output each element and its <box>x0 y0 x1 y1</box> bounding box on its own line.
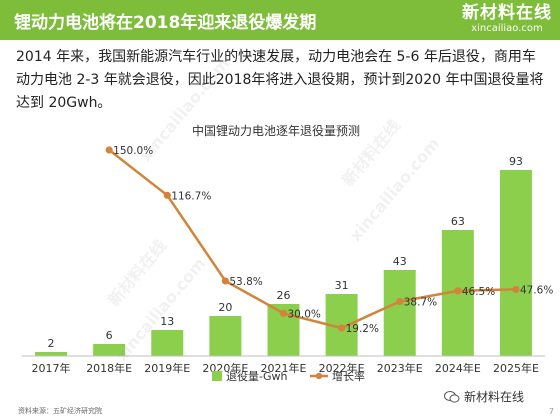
x-tick-label: 2021年E <box>261 361 307 375</box>
growth-rate-label: 47.6% <box>520 284 553 296</box>
growth-rate-point <box>338 324 346 332</box>
bar-value-label: 63 <box>451 215 465 228</box>
growth-rate-line <box>108 149 516 330</box>
legend-line-label: 增长率 <box>332 369 365 383</box>
growth-rate-point <box>221 277 229 285</box>
bar-value-label: 26 <box>277 289 291 302</box>
header-banner: 锂动力电池将在2018年迎来退役爆发期 新材料在线 xincailiao.com <box>0 0 560 40</box>
x-tick-label: 2019年E <box>144 361 190 375</box>
bar-value-label: 31 <box>335 279 349 292</box>
growth-rate-label: 46.5% <box>462 286 495 298</box>
x-tick-label: 2022年E <box>319 361 365 375</box>
source-note: 资料来源：五矿经济研究院 <box>18 407 102 415</box>
wechat-icon <box>444 390 460 403</box>
brand-logo: 新材料在线 xincailiao.com <box>462 3 552 35</box>
bar-value-label: 6 <box>106 329 113 342</box>
bar <box>93 344 126 356</box>
bar <box>383 270 416 356</box>
intro-paragraph: 2014 年来，我国新能源汽车行业的快速发展，动力电池会在 5-6 年后退役，商… <box>16 49 544 111</box>
page-number: 7 <box>548 407 554 416</box>
growth-rate-label: 30.0% <box>288 308 321 320</box>
brand-url: xincailiao.com <box>471 23 543 34</box>
growth-rate-label: 53.8% <box>229 276 262 288</box>
growth-rate-label: 150.0% <box>113 145 153 157</box>
growth-rate-label: 116.7% <box>171 190 211 202</box>
bar-value-label: 93 <box>509 155 523 168</box>
bar-value-label: 43 <box>393 255 407 268</box>
bar-value-label: 2 <box>48 337 55 350</box>
bar-value-label: 20 <box>218 301 232 314</box>
bar-value-label: 13 <box>160 315 174 328</box>
legend-line-marker <box>315 372 323 380</box>
x-tick-label: 2024年E <box>435 361 481 375</box>
growth-rate-label: 19.2% <box>346 323 379 335</box>
legend-bar-swatch <box>212 371 222 381</box>
bar <box>151 330 184 356</box>
growth-rate-point <box>396 297 404 306</box>
growth-rate-label: 38.7% <box>404 296 437 308</box>
wechat-watermark: 新材料在线 <box>444 388 524 405</box>
growth-rate-point <box>454 287 462 295</box>
x-tick-label: 2018年E <box>86 361 132 375</box>
brand-name: 新材料在线 <box>462 3 552 23</box>
page-title: 锂动力电池将在2018年迎来退役爆发期 <box>14 13 317 33</box>
x-tick-label: 2025年E <box>493 361 539 375</box>
legend-bar-label: 退役量-Gwh <box>226 369 287 383</box>
bar <box>35 352 68 356</box>
x-tick-label: 2017年 <box>32 361 71 375</box>
wechat-watermark-text: 新材料在线 <box>464 390 525 404</box>
chart-title: 中国锂动力电池逐年退役量预测 <box>192 123 360 138</box>
growth-rate-point <box>105 146 113 154</box>
growth-rate-point <box>512 285 520 293</box>
x-tick-label: 2023年E <box>377 361 423 375</box>
growth-rate-point <box>279 309 288 317</box>
bar <box>209 316 242 356</box>
bar <box>499 170 532 356</box>
growth-rate-point <box>163 191 171 199</box>
